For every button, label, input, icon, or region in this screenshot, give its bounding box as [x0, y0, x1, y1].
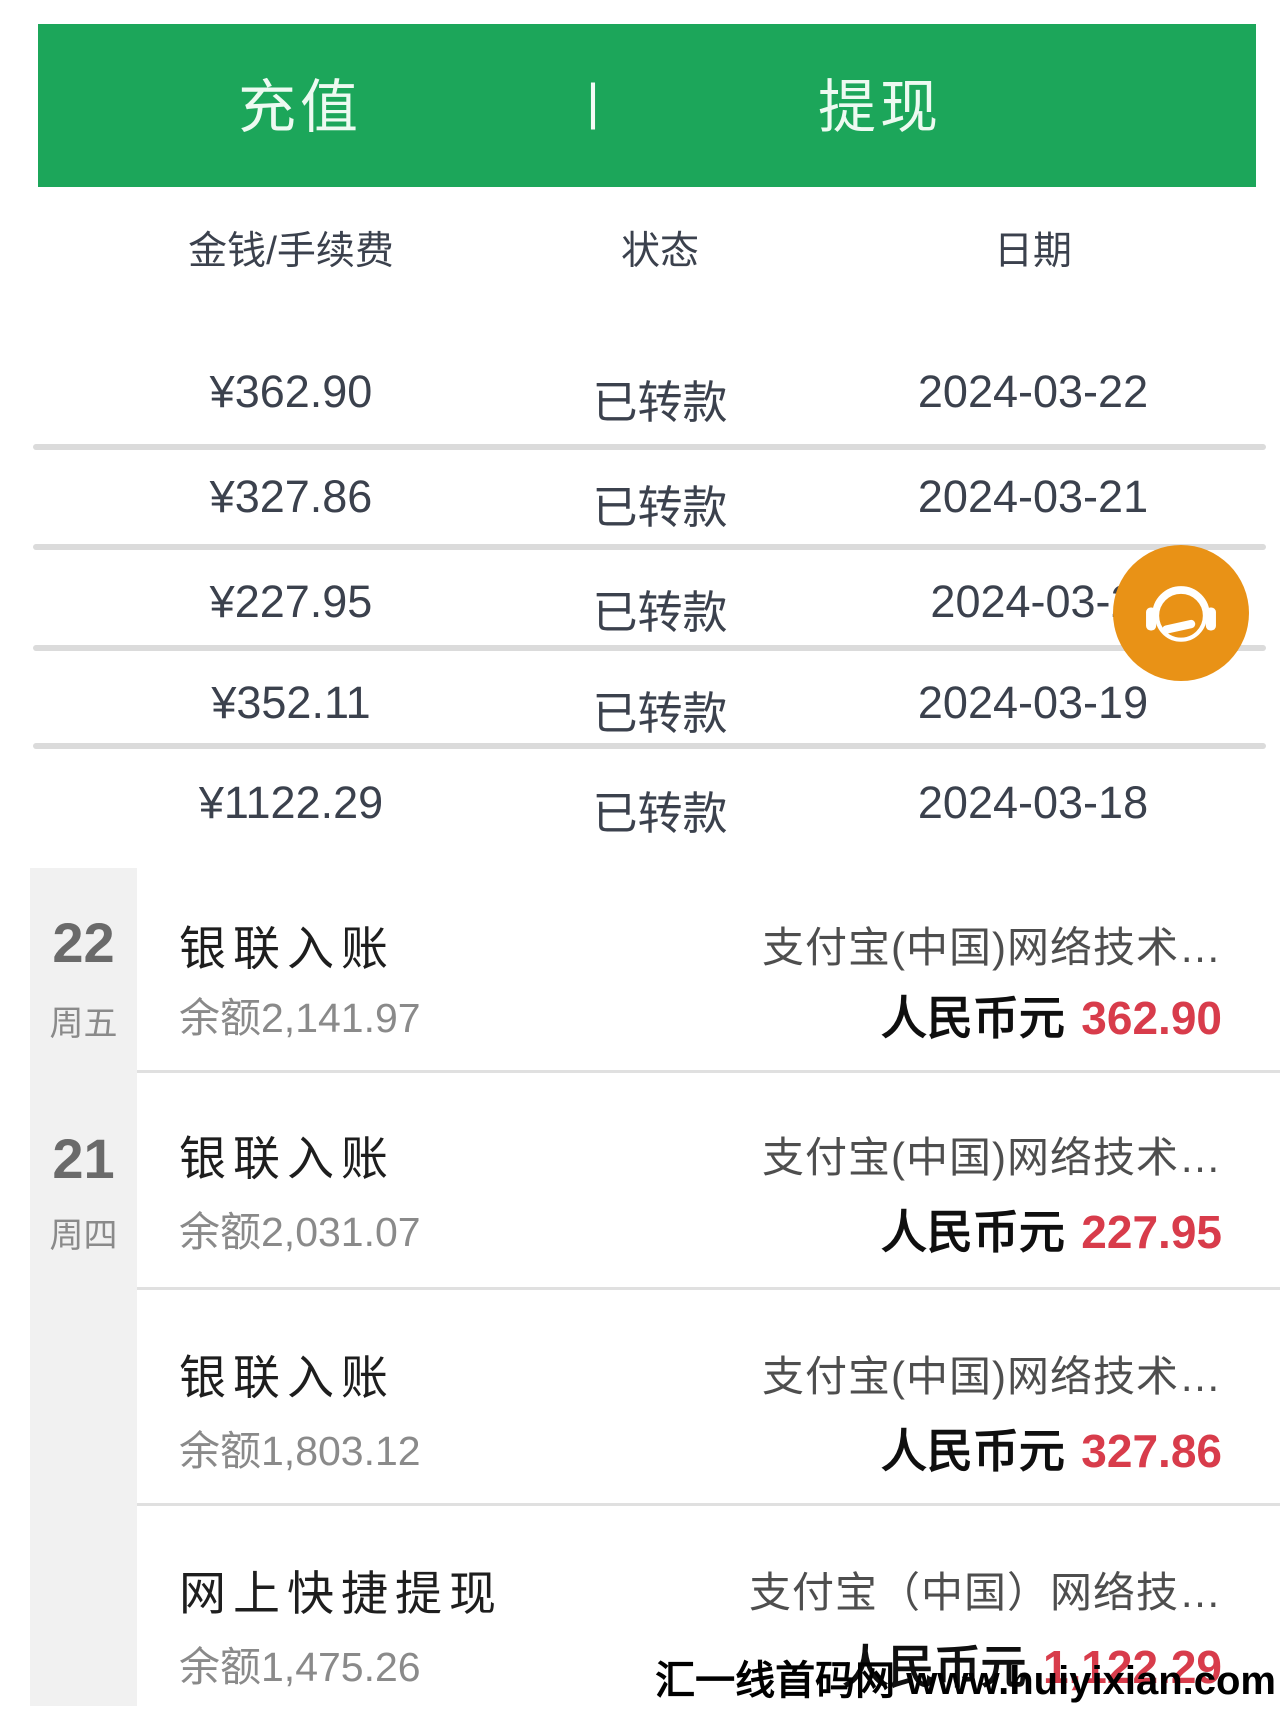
cell-status: 已转款: [592, 788, 728, 839]
cell-amount: ¥1122.29: [198, 777, 384, 828]
cell-amount: ¥352.11: [211, 677, 371, 728]
amount-group: 人民币元 362.90: [881, 982, 1222, 1048]
cell-status: 已转款: [592, 377, 728, 428]
transaction-title: 银联入账: [179, 1132, 395, 1185]
cell-amount: ¥362.90: [209, 366, 373, 417]
tab-divider: |: [586, 74, 600, 130]
day-number: 22: [52, 911, 115, 974]
list-divider: [137, 1287, 1280, 1290]
transaction-amount: 327.86: [1081, 1425, 1222, 1477]
balance-label: 余额1,803.12: [179, 1428, 421, 1474]
transaction-item[interactable]: 21 周四 银联入账 支付宝(中国)网络技术… 余额2,031.07 人民币元 …: [0, 1070, 1280, 1286]
row-divider: [33, 444, 1266, 450]
counterparty: 支付宝（中国）网络技…: [748, 1569, 1222, 1616]
headset-icon: [1146, 586, 1216, 642]
counterparty: 支付宝(中国)网络技术…: [762, 1353, 1222, 1400]
list-divider: [137, 1070, 1280, 1073]
weekday-label: 周四: [49, 1217, 118, 1255]
cell-date: 2024-03-21: [917, 471, 1149, 522]
currency-label: 人民币元: [842, 1641, 1027, 1693]
transaction-title: 网上快捷提现: [179, 1567, 503, 1620]
day-number: 21: [52, 1127, 115, 1190]
cell-amount: ¥227.95: [209, 576, 373, 627]
cell-status: 已转款: [592, 587, 728, 638]
cell-status: 已转款: [592, 688, 728, 739]
row-divider: [33, 743, 1266, 749]
tab-recharge[interactable]: 充值: [237, 75, 363, 140]
currency-label: 人民币元: [880, 992, 1065, 1044]
currency-label: 人民币元: [880, 1206, 1065, 1258]
counterparty: 支付宝(中国)网络技术…: [762, 924, 1222, 971]
watermark: 汇一线首码网 www.huiyixian.com: [655, 1659, 1276, 1703]
amount-group: 人民币元 227.95: [881, 1196, 1222, 1262]
table-row: ¥227.95 已转款 2024-03-2: [0, 576, 1280, 638]
weekday-label: 周五: [49, 1005, 118, 1043]
amount-group: 人民币元 1,122.29: [842, 1631, 1222, 1697]
counterparty: 支付宝(中国)网络技术…: [762, 1134, 1222, 1181]
column-header-date: 日期: [993, 230, 1073, 273]
balance-label: 余额1,475.26: [179, 1644, 421, 1690]
transaction-amount: 1,122.29: [1042, 1641, 1222, 1693]
transaction-item[interactable]: 银联入账 支付宝(中国)网络技术… 余额1,803.12 人民币元 327.86: [0, 1287, 1280, 1503]
list-divider: [137, 1503, 1280, 1506]
customer-service-button[interactable]: [1113, 545, 1249, 681]
cell-amount: ¥327.86: [209, 471, 373, 522]
balance-label: 余额2,141.97: [179, 995, 421, 1041]
cell-date: 2024-03-18: [917, 777, 1149, 828]
cell-date: 2024-03-22: [917, 366, 1149, 417]
row-divider: [33, 645, 1266, 651]
transaction-title: 银联入账: [179, 1351, 395, 1404]
column-header-status: 状态: [620, 230, 700, 273]
table-header-row: 金钱/手续费 状态 日期: [0, 220, 1280, 273]
column-header-amount: 金钱/手续费: [188, 230, 394, 273]
tab-bar: 充值 | 提现: [38, 24, 1256, 187]
table-row: ¥362.90 已转款 2024-03-22: [0, 366, 1280, 428]
cell-date: 2024-03-2: [930, 576, 1136, 627]
currency-label: 人民币元: [880, 1425, 1065, 1477]
date-rail: [30, 868, 137, 1706]
transaction-amount: 227.95: [1081, 1206, 1222, 1258]
table-row: ¥1122.29 已转款 2024-03-18: [0, 777, 1280, 839]
cell-status: 已转款: [592, 482, 728, 533]
transaction-title: 银联入账: [179, 922, 395, 975]
balance-label: 余额2,031.07: [179, 1209, 421, 1255]
transaction-item[interactable]: 22 周五 银联入账 支付宝(中国)网络技术… 余额2,141.97 人民币元 …: [0, 868, 1280, 1084]
table-row: ¥352.11 已转款 2024-03-19: [0, 677, 1280, 739]
transaction-amount: 362.90: [1081, 992, 1222, 1044]
cell-date: 2024-03-19: [917, 677, 1149, 728]
table-row: ¥327.86 已转款 2024-03-21: [0, 471, 1280, 533]
tab-withdraw[interactable]: 提现: [817, 75, 943, 140]
amount-group: 人民币元 327.86: [881, 1415, 1222, 1481]
row-divider: [33, 544, 1266, 550]
transaction-item[interactable]: 网上快捷提现 支付宝（中国）网络技… 余额1,475.26 人民币元 1,122…: [0, 1503, 1280, 1719]
